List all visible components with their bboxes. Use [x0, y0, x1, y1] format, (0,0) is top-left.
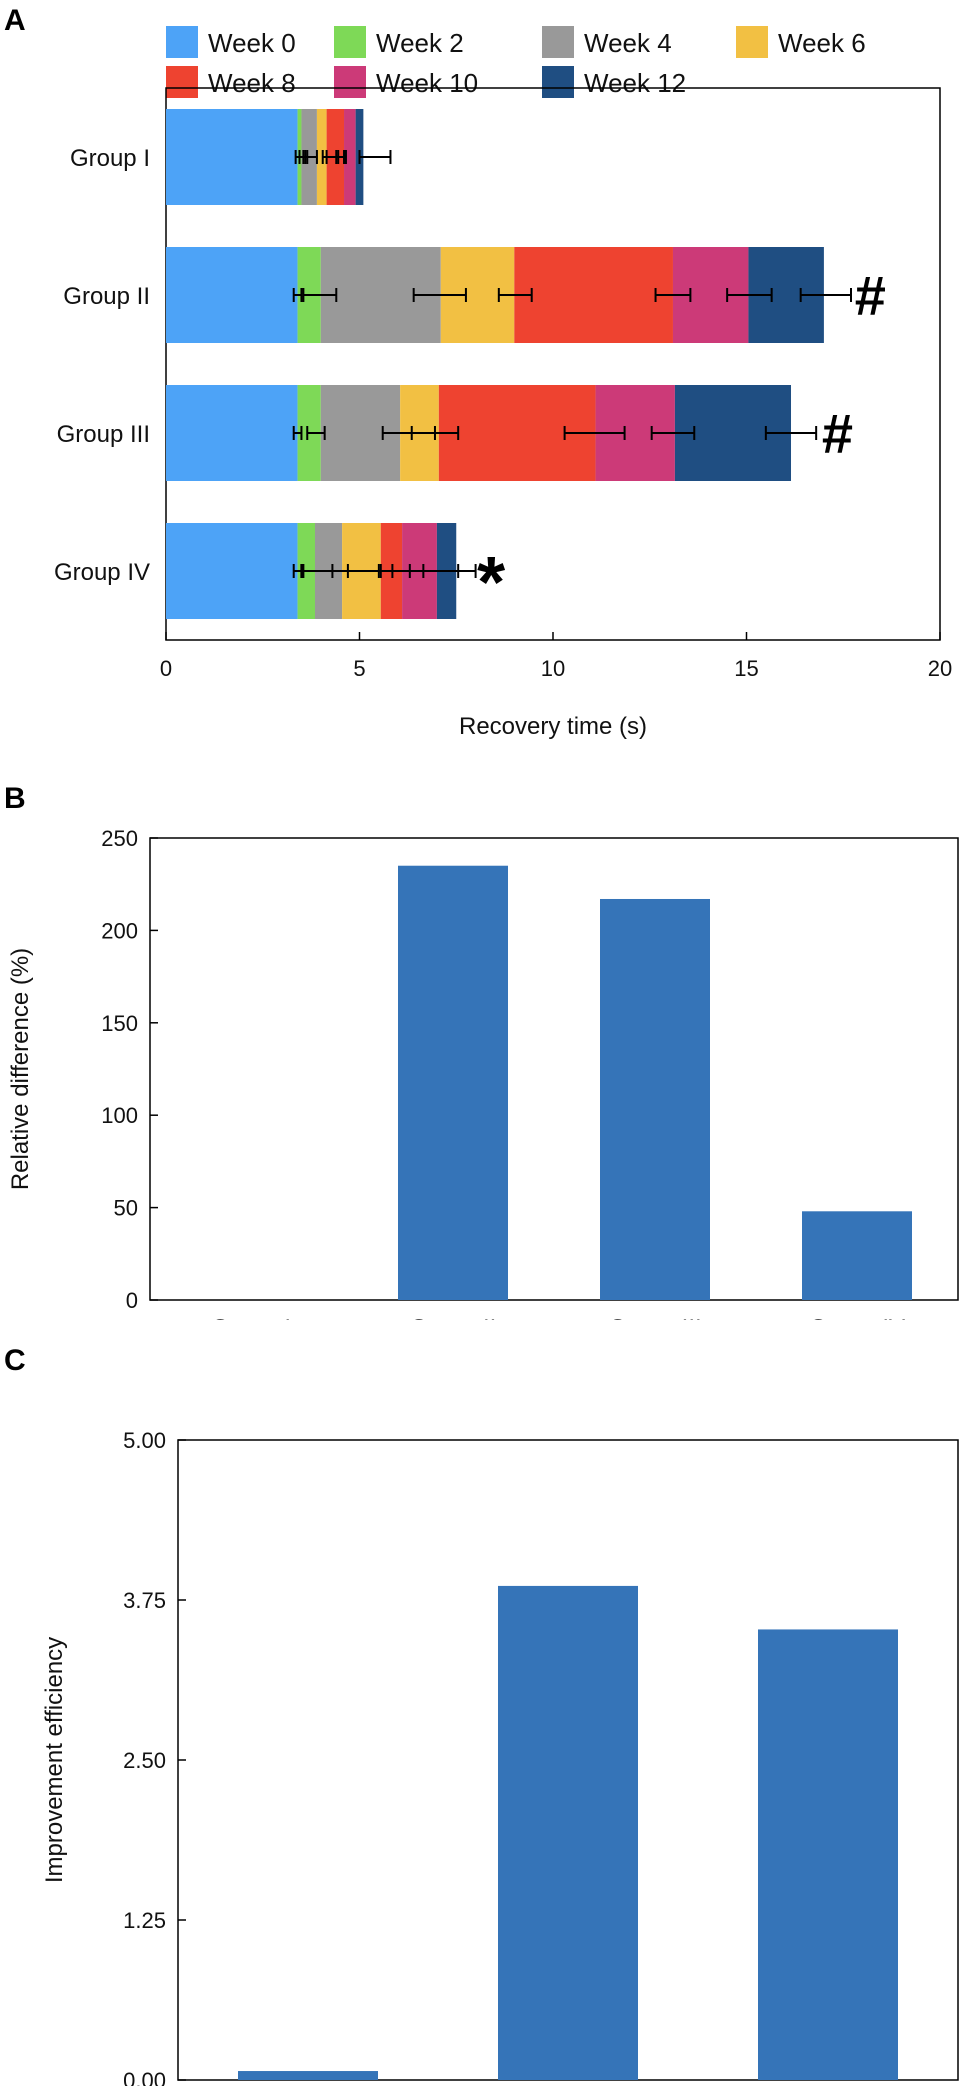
- significance-marker: #: [855, 264, 886, 327]
- error-bar: [335, 150, 347, 164]
- relative-difference-bar-chart: B Group I Group II Group III Group IV 0 50 100…: [4, 782, 959, 1320]
- plot-frame: [149, 837, 959, 1301]
- y-tick-label: 250: [101, 826, 138, 851]
- x-tick-label: 10: [541, 656, 565, 681]
- x-tick-label: 0: [160, 656, 172, 681]
- legend-label-week-8: Week 8: [208, 68, 296, 98]
- legend-swatch-week-6: [736, 26, 768, 58]
- legend-label-week-6: Week 6: [778, 28, 866, 58]
- significance-marker: *: [477, 543, 505, 623]
- panel-b-chart: B Group I Group II Group III Group IV 0 50 100…: [0, 760, 962, 1320]
- error-bar: [497, 288, 533, 302]
- y-tick-label: 100: [101, 1103, 138, 1128]
- legend-label-week-0: Week 0: [208, 28, 296, 58]
- bar-segment-group-i-week-10: [344, 109, 356, 205]
- x-tick-label: 20: [928, 656, 952, 681]
- y-tick-label: 150: [101, 1011, 138, 1036]
- legend-swatch-week-12: [542, 66, 574, 98]
- legend-label-week-4: Week 4: [584, 28, 672, 58]
- bar-group-ii: [398, 865, 508, 1300]
- y-tick-label: 50: [114, 1196, 138, 1221]
- bar-group-iii: [600, 898, 710, 1300]
- y-tick-label: 2.50: [123, 1748, 166, 1773]
- legend-label-week-10: Week 10: [376, 68, 478, 98]
- bar-segment-group-i-week-0: [166, 109, 298, 205]
- y-tick-label: 5.00: [123, 1428, 166, 1453]
- bar-segment-group-iv-week-0: [166, 523, 298, 619]
- y-tick-label: 0.00: [123, 2068, 166, 2086]
- category-label: Group III: [608, 1315, 701, 1320]
- error-bar: [358, 150, 392, 164]
- panel-a-chart: A Week 0 Week 2 Week 4 Week 6 Week 8 Week 10 W…: [0, 0, 962, 760]
- y-axis-title: Relative difference (%): [7, 948, 34, 1190]
- category-label: Group IV: [54, 559, 150, 586]
- category-label: Group I: [211, 1315, 291, 1320]
- bar-normal-cream: [238, 2071, 378, 2080]
- error-bar: [410, 426, 460, 440]
- category-label: Group IV: [809, 1315, 905, 1320]
- error-bar: [799, 288, 852, 302]
- error-bar: [654, 288, 692, 302]
- legend-swatch-week-10: [334, 66, 366, 98]
- error-bar: [408, 564, 477, 578]
- legend-label-week-12: Week 12: [584, 68, 686, 98]
- stacked-bar-chart: A Week 0 Week 2 Week 4 Week 6 Week 8 Week 10 W…: [4, 4, 952, 740]
- y-axis-title: Improvement efficiency: [41, 1637, 68, 1883]
- error-bar: [412, 288, 467, 302]
- y-tick-label: 200: [101, 918, 138, 943]
- improvement-efficiency-bar-chart: C Normal creamG-Rk3 creamG-Rk3/Normal0.0…: [4, 1344, 959, 2086]
- error-bar: [292, 426, 303, 440]
- error-bar: [302, 288, 338, 302]
- error-bar: [726, 288, 773, 302]
- bar-segment-group-ii-week-0: [166, 247, 298, 343]
- legend-swatch-week-0: [166, 26, 198, 58]
- error-bar: [292, 288, 303, 302]
- panel-letter-b: B: [4, 782, 26, 815]
- legend-swatch-week-4: [542, 26, 574, 58]
- error-bar: [306, 426, 326, 440]
- panel-c-chart: C Normal creamG-Rk3 creamG-Rk3/Normal0.0…: [0, 1320, 962, 2086]
- bar-g-rk3-normal: [758, 1629, 898, 2080]
- error-bar: [563, 426, 626, 440]
- error-bar: [304, 150, 318, 164]
- category-label: Group II: [63, 283, 150, 310]
- bar-group-iv: [802, 1211, 912, 1300]
- x-tick-label: 15: [734, 656, 758, 681]
- error-bar: [650, 426, 696, 440]
- x-tick-label: 5: [353, 656, 365, 681]
- category-label: Group I: [70, 145, 150, 172]
- category-label: Group II: [410, 1315, 497, 1320]
- panel-letter-c: C: [4, 1344, 26, 1377]
- y-tick-label: 1.25: [123, 1908, 166, 1933]
- error-bar: [764, 426, 818, 440]
- bar-segment-group-iii-week-0: [166, 385, 298, 481]
- legend-label-week-2: Week 2: [376, 28, 464, 58]
- y-tick-label: 0: [126, 1288, 138, 1313]
- bar-g-rk3-cream: [498, 1585, 638, 2080]
- significance-marker: #: [822, 402, 853, 465]
- panel-letter-a: A: [4, 4, 26, 37]
- y-tick-label: 3.75: [123, 1588, 166, 1613]
- bar-segment-group-ii-week-8: [514, 247, 673, 343]
- legend-swatch-week-8: [166, 66, 198, 98]
- category-label: Group III: [57, 421, 150, 448]
- x-axis-title: Recovery time (s): [459, 713, 647, 740]
- legend-swatch-week-2: [334, 26, 366, 58]
